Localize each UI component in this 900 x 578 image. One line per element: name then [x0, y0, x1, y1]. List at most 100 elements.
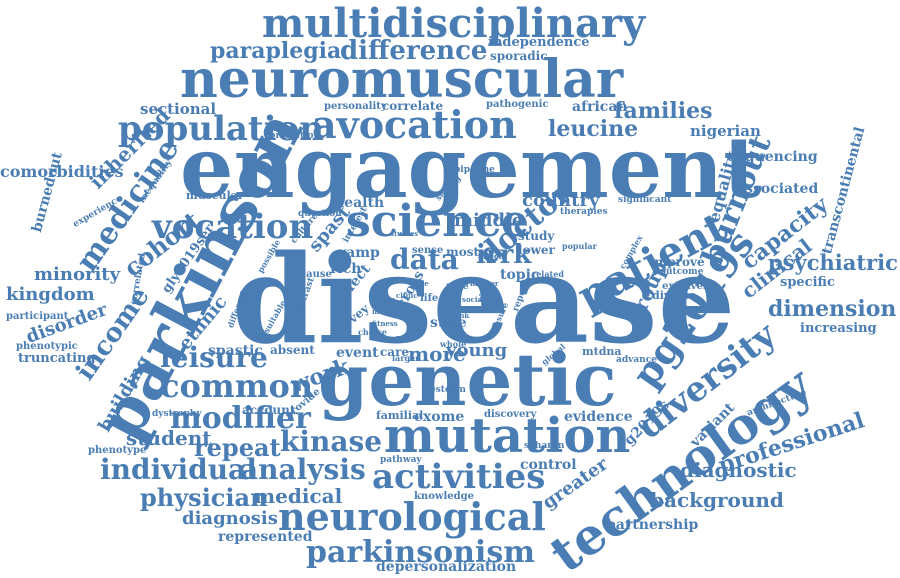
cloud-word: larger — [392, 353, 420, 363]
cloud-word: health — [334, 195, 385, 211]
cloud-word: diagnosis — [182, 508, 278, 529]
cloud-word: whole — [440, 339, 467, 349]
cloud-word: advance — [616, 355, 657, 365]
cloud-word: data — [390, 243, 459, 276]
cloud-word: nigerian — [690, 122, 761, 140]
cloud-word: mutation — [384, 408, 631, 464]
cloud-word: repeat — [194, 433, 281, 462]
cloud-word: exome — [414, 409, 465, 425]
cloud-word: style — [430, 315, 467, 331]
cloud-word: africa — [478, 251, 504, 261]
cloud-word: absent — [270, 343, 315, 357]
cloud-word: kingdom — [6, 284, 95, 305]
cloud-word: medical — [254, 484, 343, 508]
cloud-word: event — [336, 345, 379, 361]
cloud-word: spastic — [208, 343, 263, 359]
cloud-word: phenotypic — [16, 341, 78, 352]
cloud-word: control — [520, 457, 577, 473]
cloud-word: more — [408, 342, 466, 366]
cloud-word: discovery — [484, 409, 537, 420]
cloud-word: analysis — [240, 453, 366, 486]
cloud-word: social — [462, 295, 485, 304]
cloud-word: kinase — [280, 425, 383, 458]
cloud-word: muscular — [186, 189, 244, 202]
cloud-word: relate — [372, 295, 396, 304]
cloud-word: topic — [500, 267, 540, 283]
cloud-word: engagement — [180, 118, 763, 217]
cloud-word: link — [454, 311, 470, 320]
cloud-word: middle — [454, 210, 524, 231]
cloud-word: modifier — [170, 401, 311, 436]
cloud-word: rate — [446, 281, 469, 292]
cloud-word: mean — [396, 333, 418, 342]
cloud-word: mtdna — [582, 345, 622, 358]
cloud-word: country — [522, 190, 600, 211]
cloud-word: physician — [140, 483, 268, 512]
cloud-word: sense — [412, 245, 444, 256]
cloud-word: partnership — [606, 517, 699, 533]
cloud-word: multidisciplinary — [262, 0, 646, 47]
cloud-word: vamp — [338, 245, 380, 261]
cloud-word: minority — [34, 264, 121, 285]
cloud-word: irrk — [476, 240, 532, 270]
cloud-word: science — [346, 196, 530, 247]
cloud-word: studies — [390, 229, 419, 238]
cloud-word: increasing — [800, 321, 877, 336]
cloud-word: depersonalization — [376, 559, 517, 575]
cloud-word: common — [160, 367, 314, 405]
cloud-word: represented — [218, 529, 313, 545]
cloud-word: leisure — [160, 341, 268, 374]
cloud-word: knowledge — [414, 491, 474, 502]
cloud-word: individual — [100, 453, 257, 486]
cloud-word: sequencing — [728, 149, 818, 165]
cloud-word: truncating — [18, 351, 96, 366]
cloud-word: care — [380, 345, 410, 359]
cloud-word: disease — [232, 227, 736, 371]
cloud-word: life — [420, 293, 439, 304]
cloud-word: study — [518, 229, 555, 243]
cloud-word: participant — [6, 311, 69, 322]
cloud-word: vocation — [152, 207, 314, 247]
cloud-word: transcontinental — [819, 125, 869, 256]
cloud-word: pathway — [380, 455, 422, 465]
cloud-word: pathogenic — [486, 99, 549, 110]
cloud-word: sectional — [140, 100, 217, 118]
cloud-word: significant — [618, 195, 672, 205]
cloud-word: leucine — [548, 116, 639, 142]
cloud-word: familial — [376, 409, 424, 422]
cloud-word: neurological — [278, 494, 546, 539]
cloud-word: background — [650, 488, 784, 512]
cloud-word: esteem — [430, 385, 466, 395]
cloud-word: associated — [736, 181, 819, 197]
cloud-word: improve — [650, 255, 705, 269]
cloud-word: correlate — [382, 99, 444, 113]
cloud-word: neuromuscular — [180, 49, 624, 110]
cloud-word: correlation — [264, 131, 321, 141]
cloud-word: therapies — [560, 207, 608, 217]
cloud-word: evidence — [564, 409, 633, 425]
cloud-word: diagnostic — [680, 458, 797, 482]
cloud-word: choice — [358, 327, 388, 337]
cloud-word: question — [298, 209, 342, 219]
cloud-word: population — [118, 109, 324, 149]
cloud-word: popular — [562, 241, 597, 251]
cloud-word: diverse — [652, 289, 697, 302]
cloud-word: psychiatric — [768, 250, 898, 275]
cloud-word: most — [446, 245, 479, 259]
cloud-word: lower — [518, 243, 555, 257]
cloud-word: personality — [324, 101, 387, 112]
cloud-word: families — [614, 98, 713, 124]
cloud-word: mode — [372, 307, 394, 316]
cloud-word: cause — [300, 269, 332, 280]
cloud-word: student — [126, 426, 212, 450]
cloud-word: related — [532, 269, 564, 279]
cloud-word: dystrophy — [152, 409, 202, 419]
cloud-word: type — [412, 279, 429, 288]
cloud-word: genetic — [318, 337, 617, 422]
cloud-word: young — [446, 340, 508, 361]
cloud-word: african — [572, 99, 628, 115]
cloud-word: outcome — [660, 267, 704, 277]
cloud-word: specific — [780, 275, 835, 290]
cloud-word: sporadic — [490, 49, 548, 63]
